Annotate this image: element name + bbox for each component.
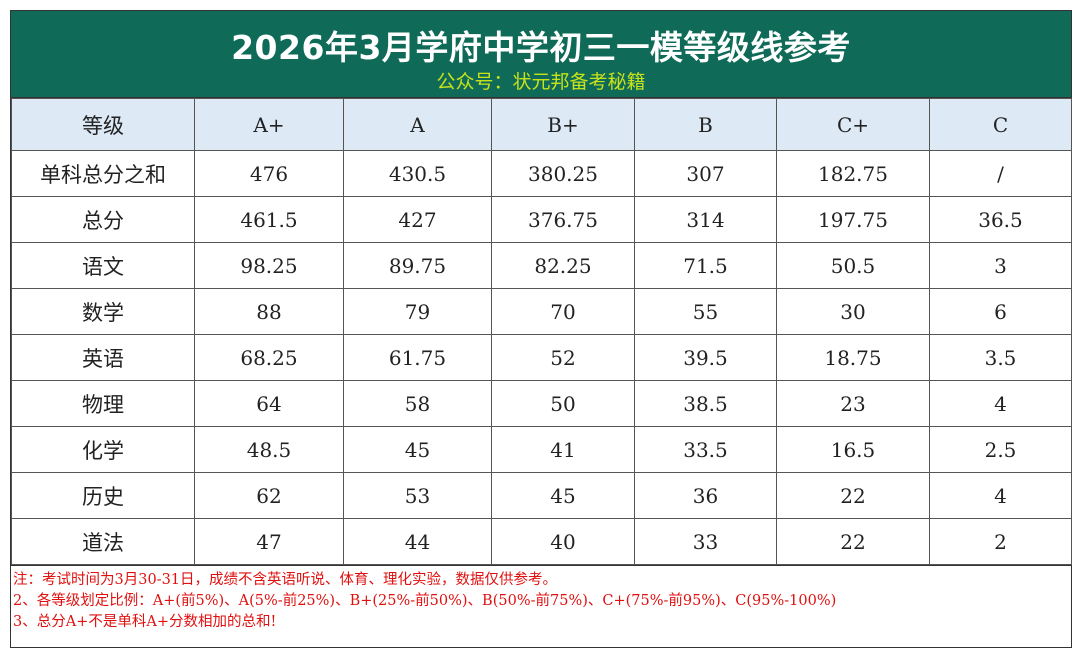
header-cell: C	[929, 98, 1072, 151]
table-cell: 36.5	[929, 196, 1072, 243]
table-cell: 476	[194, 150, 344, 197]
table-cell: 44	[343, 518, 492, 565]
table-cell: 33.5	[634, 426, 777, 473]
notes: 注：考试时间为3月30-31日，成绩不含英语听说、体育、理化实验，数据仅供参考。…	[11, 565, 1071, 647]
row-label-cell: 历史	[11, 472, 195, 519]
table-cell: 314	[634, 196, 777, 243]
header-banner: 2026年3月学府中学初三一模等级线参考 公众号：状元邦备考秘籍	[11, 11, 1071, 98]
table-cell: 33	[634, 518, 777, 565]
table-cell: 62	[194, 472, 344, 519]
table-row: 化学 48.5 45 41 33.5 16.5 2.5	[11, 426, 1072, 473]
header-cell: 等级	[11, 98, 195, 151]
table-row: 道法 47 44 40 33 22 2	[11, 518, 1072, 565]
table-cell: 22	[776, 472, 930, 519]
table-cell: 376.75	[491, 196, 635, 243]
row-label-cell: 英语	[11, 334, 195, 381]
table-cell: 2.5	[929, 426, 1072, 473]
table-cell: 307	[634, 150, 777, 197]
grade-table-document: 2026年3月学府中学初三一模等级线参考 公众号：状元邦备考秘籍 等级 A+ A B+…	[10, 10, 1072, 648]
table-cell: 61.75	[343, 334, 492, 381]
table-cell: 79	[343, 288, 492, 335]
table-cell: 45	[491, 472, 635, 519]
row-label-cell: 单科总分之和	[11, 150, 195, 197]
table-row: 数学 88 79 70 55 30 6	[11, 288, 1072, 335]
table-cell: 182.75	[776, 150, 930, 197]
row-label-cell: 道法	[11, 518, 195, 565]
grade-table: 等级 A+ A B+ B C+ C 单科总分之和 476 430.5 380.25 307 182.75…	[11, 98, 1072, 565]
table-cell: 53	[343, 472, 492, 519]
note-line: 3、总分A+不是单科A+分数相加的总和!	[13, 614, 277, 630]
table-cell: 23	[776, 380, 930, 427]
table-cell: 39.5	[634, 334, 777, 381]
table-cell: 41	[491, 426, 635, 473]
table-cell: 2	[929, 518, 1072, 565]
table-cell: 68.25	[194, 334, 344, 381]
table-cell: 71.5	[634, 242, 777, 289]
row-label-cell: 物理	[11, 380, 195, 427]
table-cell: 70	[491, 288, 635, 335]
header-cell: A+	[194, 98, 344, 151]
table-cell: 427	[343, 196, 492, 243]
table-cell: 40	[491, 518, 635, 565]
table-cell: 89.75	[343, 242, 492, 289]
table-cell: 55	[634, 288, 777, 335]
table-cell: 380.25	[491, 150, 635, 197]
header-cell: B+	[491, 98, 635, 151]
table-cell: 64	[194, 380, 344, 427]
note-line: 2、各等级划定比例：A+(前5%)、A(5%-前25%)、B+(25%-前50%…	[13, 593, 837, 609]
table-cell: 50	[491, 380, 635, 427]
table-row: 语文 98.25 89.75 82.25 71.5 50.5 3	[11, 242, 1072, 289]
table-cell: 98.25	[194, 242, 344, 289]
page-title: 2026年3月学府中学初三一模等级线参考	[231, 28, 851, 67]
table-cell: 4	[929, 472, 1072, 519]
table-cell: 38.5	[634, 380, 777, 427]
table-cell: 16.5	[776, 426, 930, 473]
page-subtitle: 公众号：状元邦备考秘籍	[436, 71, 646, 93]
table-cell: 18.75	[776, 334, 930, 381]
table-cell: 3	[929, 242, 1072, 289]
header-cell: B	[634, 98, 777, 151]
table-cell: 58	[343, 380, 492, 427]
table-cell: 430.5	[343, 150, 492, 197]
header-cell: A	[343, 98, 492, 151]
row-label-cell: 数学	[11, 288, 195, 335]
row-label-cell: 化学	[11, 426, 195, 473]
table-cell: 88	[194, 288, 344, 335]
table-cell: 52	[491, 334, 635, 381]
header-cell: C+	[776, 98, 930, 151]
table-cell: 36	[634, 472, 777, 519]
table-cell: 461.5	[194, 196, 344, 243]
table-cell: 3.5	[929, 334, 1072, 381]
header-row: 等级 A+ A B+ B C+ C	[11, 98, 1072, 151]
table-cell: 45	[343, 426, 492, 473]
row-label-cell: 总分	[11, 196, 195, 243]
row-label-cell: 语文	[11, 242, 195, 289]
table-cell: /	[929, 150, 1072, 197]
table-cell: 48.5	[194, 426, 344, 473]
table-row: 历史 62 53 45 36 22 4	[11, 472, 1072, 519]
table-cell: 6	[929, 288, 1072, 335]
table-cell: 30	[776, 288, 930, 335]
table-row: 物理 64 58 50 38.5 23 4	[11, 380, 1072, 427]
table-cell: 22	[776, 518, 930, 565]
table-row: 总分 461.5 427 376.75 314 197.75 36.5	[11, 196, 1072, 243]
table-cell: 4	[929, 380, 1072, 427]
note-line: 注：考试时间为3月30-31日，成绩不含英语听说、体育、理化实验，数据仅供参考。	[13, 572, 558, 588]
table-cell: 197.75	[776, 196, 930, 243]
table-cell: 82.25	[491, 242, 635, 289]
table-row: 单科总分之和 476 430.5 380.25 307 182.75/	[11, 150, 1072, 197]
table-cell: 47	[194, 518, 344, 565]
table-row: 英语 68.25 61.75 52 39.5 18.75 3.5	[11, 334, 1072, 381]
table-cell: 50.5	[776, 242, 930, 289]
